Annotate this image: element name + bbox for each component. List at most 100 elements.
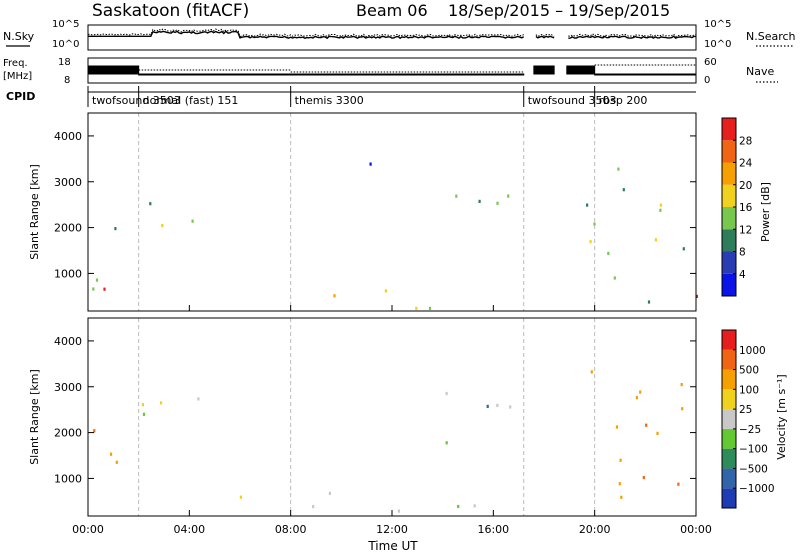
echo-cell: [415, 306, 418, 310]
colorbar-segment: [722, 162, 736, 185]
echo-cell: [589, 240, 592, 244]
x-tick-label: 04:00: [173, 523, 205, 536]
colorbar-segment: [722, 468, 736, 489]
noise-sky-label: N.Sky: [3, 30, 35, 43]
power-cpid-boundaries: [138, 113, 596, 311]
power-y-ticks: 1000 2000 3000 4000: [54, 130, 696, 280]
echo-cell: [428, 306, 432, 310]
echo-cell: [496, 201, 499, 205]
colorbar-tick-label: −1000: [739, 483, 775, 495]
freq-right-tick-top: 60: [704, 57, 717, 68]
echo-cell: [617, 167, 620, 171]
data-gap: [523, 318, 534, 516]
echo-cell: [455, 194, 458, 198]
colorbar-tick-label: 25: [739, 404, 752, 416]
echo-cell: [312, 505, 315, 509]
echo-cell: [486, 404, 489, 408]
echo-cell: [239, 495, 242, 499]
echo-cell: [635, 396, 638, 400]
echo-cell: [161, 224, 164, 228]
noise-panel: N.Sky 10^5 10^0 10^5 10^0 N.Search: [3, 19, 796, 51]
colorbar-tick-label: 20: [739, 180, 752, 192]
noise-search-trace: [87, 28, 697, 38]
cpid-segment-label: twofsound 3503: [92, 94, 181, 107]
echo-cell: [114, 227, 117, 231]
y-tick-label: 1000: [54, 472, 82, 485]
velocity-panel: 1000 2000 3000 4000 Slant Range [km]: [28, 317, 697, 517]
echo-cell: [647, 300, 651, 304]
power-colorbar-label: Power [dB]: [759, 182, 772, 242]
echo-cell: [622, 188, 625, 192]
frequency-trace: [87, 65, 697, 76]
x-tick-label: 00:00: [72, 523, 104, 536]
freq-left-tick-top: 18: [58, 57, 71, 68]
data-gap: [554, 113, 567, 311]
noise-search-label: N.Search: [746, 30, 796, 43]
colorbar-segment: [722, 118, 736, 141]
colorbar-segment: [722, 207, 736, 230]
time-axis: 00:00 04:00 08:00 12:00 16:00 20:00 00:00: [72, 305, 712, 536]
velocity-data-gaps: [523, 318, 567, 516]
echo-cell: [445, 441, 448, 445]
nave-trace: [138, 64, 696, 73]
y-tick-label: 3000: [54, 176, 82, 189]
colorbar-segment: [722, 251, 736, 274]
echo-cell: [659, 203, 662, 207]
x-tick-label: 12:00: [376, 523, 408, 536]
x-tick-label: 20:00: [579, 523, 611, 536]
echo-cell: [639, 390, 642, 394]
colorbar-segment: [722, 140, 736, 163]
colorbar-segment: [722, 389, 736, 410]
x-tick-label: 16:00: [477, 523, 509, 536]
noise-right-tick-bottom: 10^0: [704, 39, 731, 50]
y-tick-label: 2000: [54, 427, 82, 440]
echo-cell: [590, 370, 593, 374]
y-tick-label: 4000: [54, 335, 82, 348]
colorbar-segment: [722, 273, 736, 296]
echo-cell: [141, 403, 144, 407]
colorbar-tick-label: 100: [739, 384, 759, 396]
echo-cell: [369, 162, 372, 166]
power-ylabel: Slant Range [km]: [28, 164, 41, 260]
freq-right-tick-bottom: 0: [704, 75, 710, 86]
echo-cell: [397, 509, 400, 513]
echo-cell: [695, 294, 698, 298]
x-tick-label: 00:00: [680, 523, 712, 536]
power-echo-cells: [92, 162, 698, 310]
colorbar-tick-label: 500: [739, 365, 759, 377]
noise-panel-frame: [87, 24, 697, 51]
freq-label-line1: Freq.: [3, 58, 28, 69]
colorbar-segment: [722, 488, 736, 508]
freq-panel-frame: [87, 57, 697, 84]
cpid-segment-label: normal (fast) 151: [143, 94, 239, 107]
colorbar-segment: [722, 369, 736, 390]
cpid-segment-label: themis 3300: [295, 94, 364, 107]
echo-cell: [620, 495, 623, 499]
echo-cell: [586, 203, 589, 207]
power-colorbar: Power [dB] 4 8 12 16 20 24 28: [721, 117, 772, 297]
y-tick-label: 2000: [54, 222, 82, 235]
x-tick-label: 08:00: [275, 523, 307, 536]
echo-cell: [110, 452, 113, 456]
colorbar-segment: [722, 330, 736, 350]
echo-cell: [682, 247, 685, 251]
echo-cell: [618, 482, 621, 486]
velocity-y-ticks: 1000 2000 3000 4000: [54, 335, 696, 485]
data-gap: [523, 113, 534, 311]
echo-cell: [328, 491, 331, 495]
power-panel-frame: [87, 112, 697, 312]
station-title: Saskatoon (fitACF): [92, 1, 249, 21]
freq-label-line2: [MHz]: [3, 71, 32, 82]
beam-label: Beam 06: [356, 1, 428, 20]
echo-cell: [654, 238, 657, 242]
echo-cell: [659, 208, 662, 212]
y-tick-label: 4000: [54, 130, 82, 143]
power-panel: 1000 2000 3000 4000 Slant Range [km]: [28, 112, 698, 312]
echo-cell: [473, 504, 476, 508]
echo-cell: [95, 278, 99, 282]
velocity-echo-cells: [93, 370, 684, 513]
colorbar-tick-label: 1000: [739, 345, 766, 357]
